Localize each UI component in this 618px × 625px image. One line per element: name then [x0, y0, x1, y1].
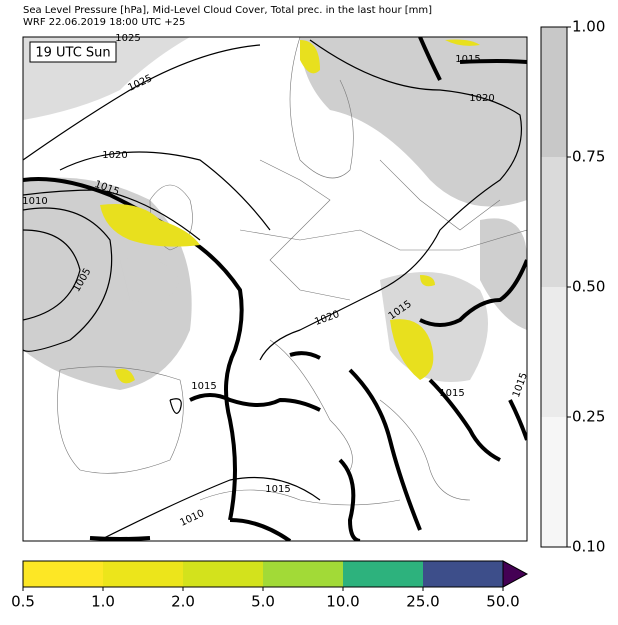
colorbar-label: 10.0: [326, 593, 359, 611]
colorbar-segment: [23, 561, 103, 587]
colorbar-label: 0.5: [11, 593, 35, 611]
colorbar-segment: [343, 561, 423, 587]
colorbar-segment: [541, 157, 567, 287]
isobar-label: 1020: [102, 150, 127, 161]
isobar-label: 1010: [22, 196, 47, 207]
title: Sea Level Pressure [hPa], Mid-Level Clou…: [23, 5, 432, 16]
colorbar-label: 1.0: [91, 593, 115, 611]
colorbar-segment: [103, 561, 183, 587]
colorbar-segment: [541, 417, 567, 547]
colorbar-segment: [541, 27, 567, 157]
cloud-colorbar: 1.00 0.75 0.50 0.25 0.10: [540, 18, 605, 556]
colorbar-segment: [423, 561, 503, 587]
map: [23, 37, 527, 541]
colorbar-label: 0.25: [572, 408, 605, 426]
time-label: 19 UTC Sun: [35, 46, 110, 61]
map-frame: [22, 36, 528, 542]
colorbar-label: 0.10: [572, 538, 605, 556]
colorbar-segment: [183, 561, 263, 587]
isobars: [23, 37, 527, 541]
colorbar-label: 25.0: [406, 593, 439, 611]
colorbar-segment: [263, 561, 343, 587]
isobar-label: 1015: [265, 484, 290, 495]
isobar-label: 1015: [439, 388, 464, 399]
colorbar-label: 50.0: [486, 593, 519, 611]
colorbar-extend: [502, 560, 529, 588]
isobar-label: 1015: [455, 54, 480, 65]
isobar-label: 1020: [469, 93, 494, 104]
precipitation: [100, 39, 480, 384]
time-box: [29, 41, 117, 63]
colorbar-label: 2.0: [171, 593, 195, 611]
colorbar-label: 0.50: [572, 278, 605, 296]
colorbar-label: 5.0: [251, 593, 275, 611]
colorbar-label: 1.00: [572, 18, 605, 36]
isobar-label: 1025: [115, 33, 140, 44]
colorbar-label: 0.75: [572, 148, 605, 166]
subtitle: WRF 22.06.2019 18:00 UTC +25: [23, 17, 185, 28]
colorbar-segment: [541, 287, 567, 417]
precip-colorbar: 0.5 1.0 2.0 5.0 10.0 25.0 50.0: [11, 560, 529, 611]
isobar-label: 1015: [191, 381, 216, 392]
